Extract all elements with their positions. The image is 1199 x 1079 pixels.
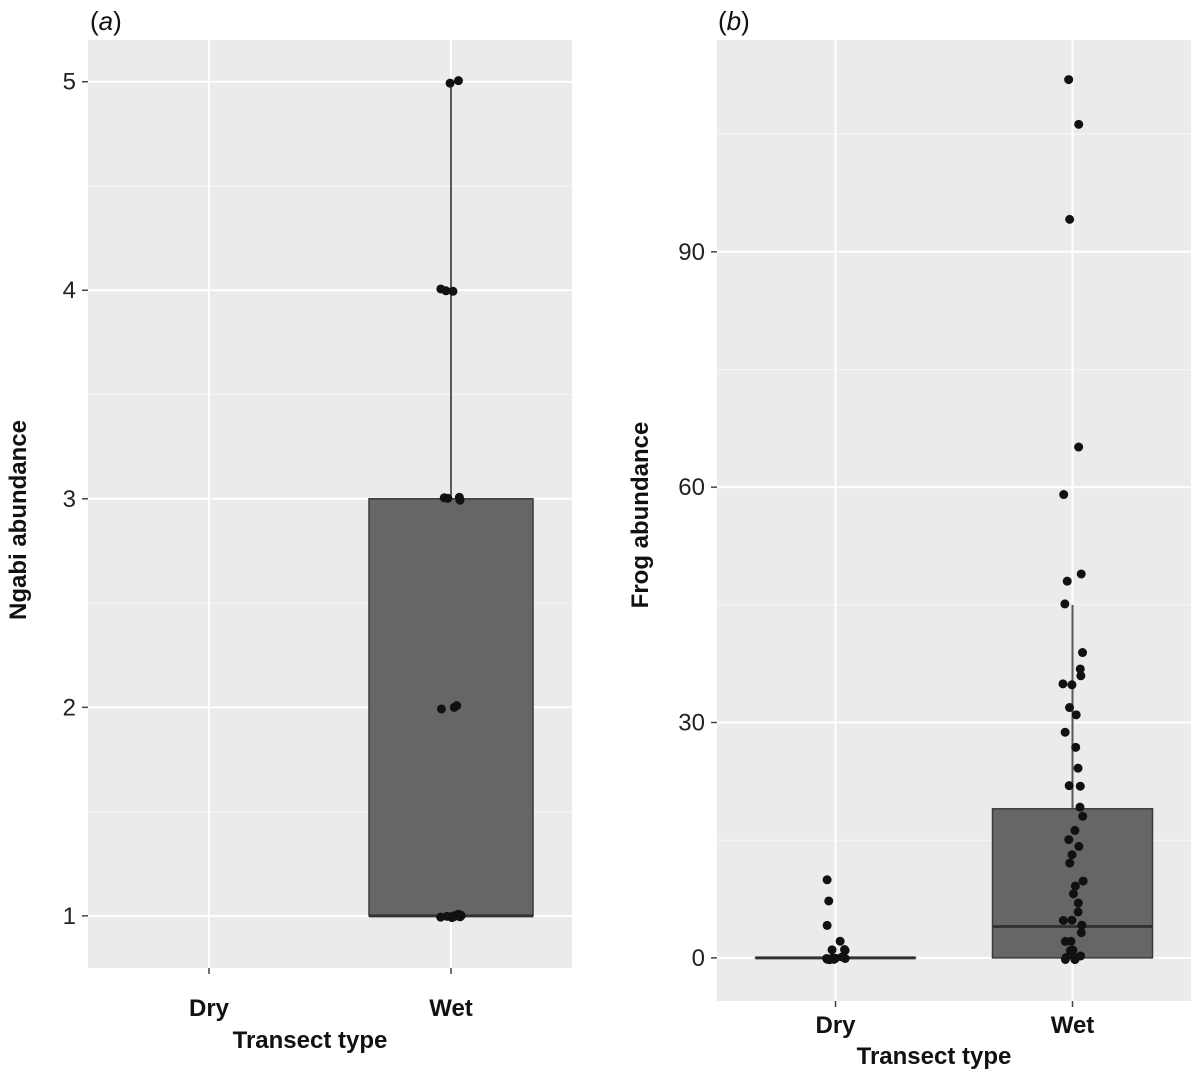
data-point [1078, 648, 1088, 658]
data-point [1076, 671, 1086, 681]
data-point [452, 701, 462, 711]
data-point [455, 495, 465, 505]
data-point [448, 286, 458, 296]
data-point [1077, 920, 1087, 930]
data-point [1073, 898, 1083, 908]
data-point [439, 493, 449, 503]
data-point [442, 911, 452, 921]
data-point [1068, 945, 1078, 955]
data-point [827, 945, 837, 955]
data-point [1062, 576, 1072, 586]
data-point [1060, 727, 1070, 737]
y-tick-label: 2 [63, 694, 76, 721]
data-point [1064, 781, 1074, 791]
data-point [1073, 763, 1083, 773]
x-axis-title: Transect type [233, 1027, 388, 1054]
data-point [1067, 915, 1077, 925]
data-point [1059, 490, 1069, 500]
panel-b: 0 30 60 90 Dry Wet Transect type Frog abundance [627, 40, 1191, 1070]
data-point [455, 912, 465, 922]
data-point [453, 76, 463, 86]
data-point [1070, 952, 1080, 962]
data-point [1074, 841, 1084, 851]
data-point [1076, 569, 1086, 579]
data-point [1058, 916, 1068, 926]
data-point [1070, 881, 1080, 891]
data-point [1065, 703, 1075, 713]
x-axis-title: Transect type [857, 1043, 1012, 1070]
y-tick-label: 5 [63, 69, 76, 96]
data-point [822, 920, 832, 930]
data-point [1075, 781, 1085, 791]
data-point [1073, 907, 1083, 917]
data-point [835, 936, 845, 946]
data-point [1071, 710, 1081, 720]
y-axis-title: Frog abundance [627, 422, 654, 609]
data-point [824, 955, 834, 965]
data-point [824, 896, 834, 906]
data-point [1066, 936, 1076, 946]
data-point [436, 284, 446, 294]
data-point [1076, 928, 1086, 938]
data-point [1068, 889, 1078, 899]
data-point [1070, 825, 1080, 835]
data-point [1067, 680, 1077, 690]
y-tick-label: 30 [678, 710, 705, 737]
panel-a: 1 2 3 4 5 Dry Wet Transect type Ngabi abundance [5, 40, 572, 1054]
data-point [1064, 75, 1074, 85]
data-point [1065, 214, 1075, 224]
data-point [1071, 742, 1081, 752]
data-point [1074, 442, 1084, 452]
data-point [1060, 599, 1070, 609]
data-point [1067, 850, 1077, 860]
x-category-label: Dry [189, 995, 230, 1022]
panel-label-b: (b) [718, 6, 750, 36]
y-tick-label: 0 [692, 945, 705, 972]
panel-label-a: (a) [90, 6, 122, 36]
data-point [1075, 802, 1085, 812]
data-point [822, 875, 832, 885]
data-point [436, 704, 446, 714]
data-point [1060, 955, 1070, 965]
y-tick-label: 3 [63, 486, 76, 513]
data-point [840, 954, 850, 964]
data-point [1065, 858, 1075, 868]
data-point [1078, 876, 1088, 886]
data-point [1074, 119, 1084, 129]
data-point [1064, 835, 1074, 845]
data-point [1078, 811, 1088, 821]
x-category-label: Dry [815, 1012, 856, 1039]
data-point [445, 78, 455, 88]
x-category-label: Wet [429, 995, 473, 1022]
y-tick-label: 1 [63, 903, 76, 930]
y-axis-title: Ngabi abundance [5, 420, 32, 620]
y-tick-label: 4 [63, 277, 76, 304]
y-tick-label: 60 [678, 474, 705, 501]
y-tick-label: 90 [678, 239, 705, 266]
x-category-label: Wet [1051, 1012, 1095, 1039]
data-point [1058, 679, 1068, 689]
data-point [1075, 664, 1085, 674]
